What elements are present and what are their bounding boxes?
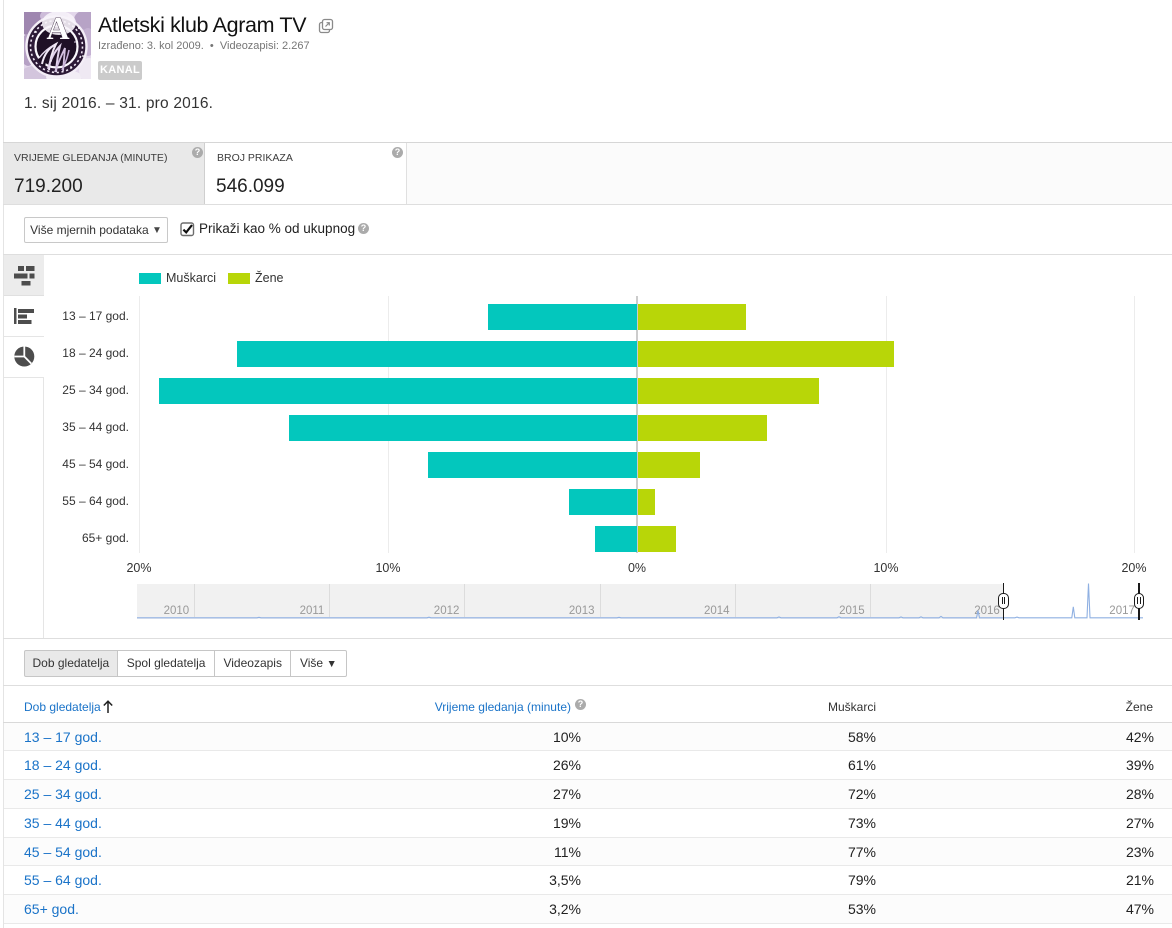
svg-text:A: A <box>46 12 69 46</box>
